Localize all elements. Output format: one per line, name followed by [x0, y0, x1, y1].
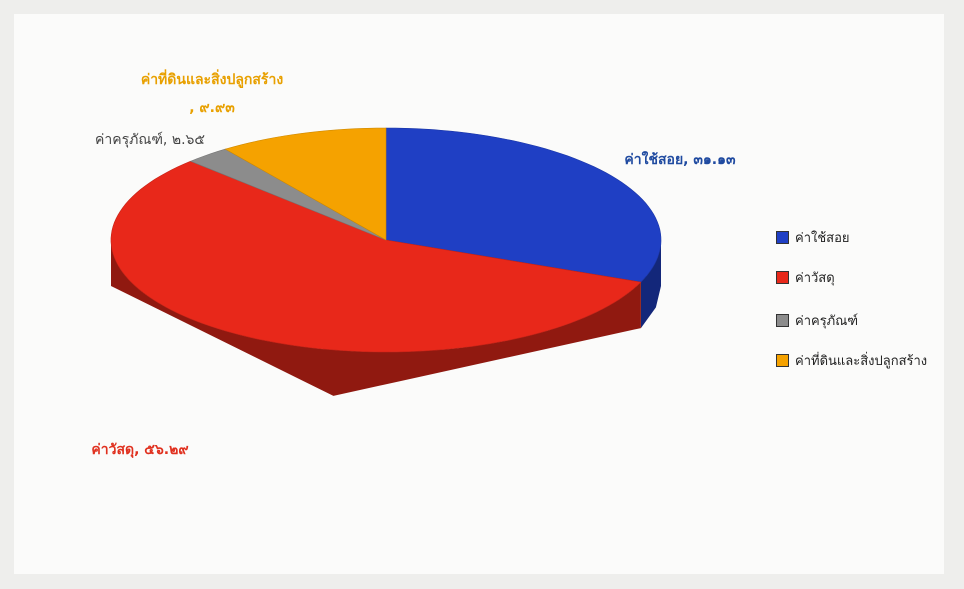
legend-label: ค่าวัสดุ [795, 271, 835, 286]
legend-entry: ค่าที่ดินและสิ่งปลูกสร้าง [776, 350, 927, 371]
legend-label: ค่าที่ดินและสิ่งปลูกสร้าง [795, 354, 928, 369]
pie-slice [189, 148, 387, 241]
pie-slice [110, 160, 642, 353]
data-label: ค่าที่ดินและสิ่งปลูกสร้าง , ๙.๙๓ [140, 72, 284, 116]
legend-label: ค่าใช้สอย [795, 231, 850, 246]
legend-entry: ค่าวัสดุ [776, 267, 835, 288]
legend-swatch [776, 314, 789, 327]
legend-entry: ค่าใช้สอย [776, 227, 850, 248]
pie-slice [385, 127, 662, 283]
pie-side [640, 240, 661, 329]
legend-swatch [776, 354, 789, 367]
pie-slice [224, 127, 387, 241]
data-label: ค่าวัสดุ, ๕๖.๒๙ [91, 442, 189, 458]
legend-label: ค่าครุภัณฑ์ [795, 314, 859, 329]
data-label: ค่าใช้สอย, ๓๑.๑๓ [624, 152, 736, 168]
legend-entry: ค่าครุภัณฑ์ [776, 310, 858, 331]
pie-side [111, 240, 641, 396]
data-label: ค่าครุภัณฑ์, ๒.๖๕ [94, 132, 205, 148]
legend-swatch [776, 271, 789, 284]
legend-swatch [776, 231, 789, 244]
